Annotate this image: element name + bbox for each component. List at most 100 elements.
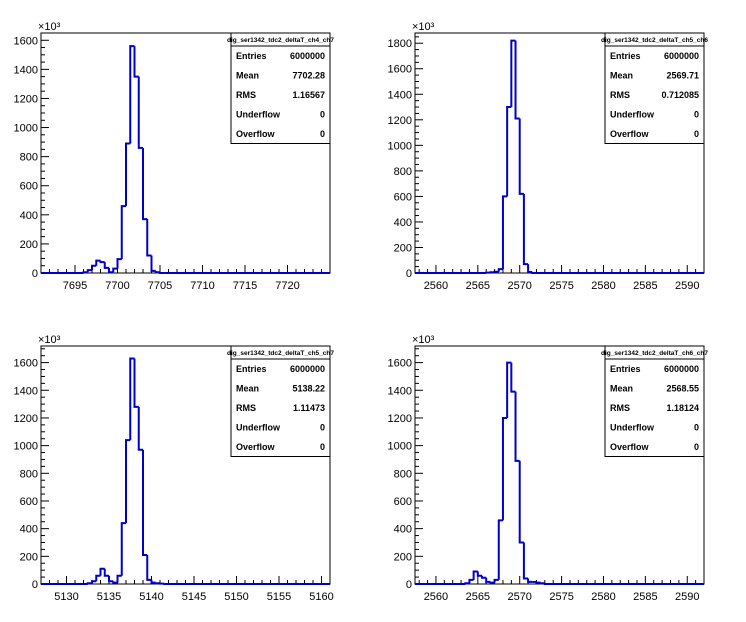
histogram-bin (514, 391, 520, 462)
stats-box-frame (604, 345, 705, 457)
histogram-bin (518, 118, 524, 195)
y-multiplier-label: ×10³ (412, 21, 435, 33)
stats-label: Entries (610, 364, 641, 374)
stats-value: 0 (320, 110, 325, 120)
x-tick-label: 5155 (267, 591, 291, 603)
histogram-bin (522, 193, 529, 266)
y-tick-label: 800 (20, 468, 38, 480)
stats-label: Underflow (236, 423, 281, 433)
histogram-bin (535, 581, 541, 584)
stats-box-frame (604, 32, 705, 144)
histogram-bin (150, 255, 156, 272)
y-tick-label: 1600 (14, 358, 38, 370)
histogram-bin (116, 574, 122, 583)
y-tick-label: 600 (20, 496, 38, 508)
histogram-bin (103, 568, 109, 577)
stats-label: Mean (610, 384, 633, 394)
x-tick-label: 7695 (63, 280, 87, 292)
histogram-bin (468, 578, 474, 584)
histogram-bin (510, 39, 516, 108)
stats-box-frame (230, 345, 331, 457)
histogram-bin (82, 271, 88, 274)
stats-value: 6000000 (290, 364, 325, 374)
histogram-bin (543, 583, 550, 585)
histogram-bin (86, 582, 92, 585)
y-tick-label: 1000 (14, 123, 38, 135)
y-tick-label: 1000 (388, 441, 412, 453)
stats-value: 7702.28 (292, 71, 325, 81)
stats-title: dig_ser1342_tdc2_deltaT_ch4_ch7 (227, 37, 334, 44)
y-tick-label: 1200 (388, 413, 412, 425)
stats-label: Mean (236, 384, 259, 394)
histogram-bin (159, 272, 165, 274)
histogram-bin (129, 45, 135, 144)
histogram-bin (489, 581, 495, 584)
histogram-series (41, 45, 330, 274)
y-tick-label: 1600 (388, 358, 412, 370)
stats-value: 0 (694, 442, 699, 452)
histogram-bin (501, 195, 508, 270)
x-tick-label: 2565 (466, 280, 490, 292)
stats-title: dig_ser1342_tdc2_deltaT_ch5_ch7 (227, 350, 334, 357)
histogram-bin (497, 268, 503, 272)
stats-value: 0 (320, 423, 325, 433)
histogram-series (415, 361, 704, 585)
histogram-bin (95, 574, 101, 582)
histogram-bin (91, 264, 97, 271)
x-tick-label: 7710 (190, 280, 214, 292)
histogram-bin (120, 205, 126, 260)
y-tick-label: 1400 (388, 89, 412, 101)
y-tick-label: 400 (394, 217, 412, 229)
y-multiplier-label: ×10³ (38, 334, 61, 346)
y-tick-label: 0 (406, 579, 412, 591)
y-tick-label: 800 (20, 152, 38, 164)
stats-box: dig_ser1342_tdc2_deltaT_ch4_ch7 Entries 60… (227, 32, 334, 144)
histogram-bin (125, 142, 131, 207)
histogram-bin (527, 578, 533, 583)
stats-label: Underflow (236, 110, 281, 120)
histogram-bin (142, 449, 148, 556)
histogram-bin (150, 579, 156, 584)
histogram-bin (497, 519, 503, 580)
stats-label: RMS (236, 403, 256, 413)
stats-value: 0 (320, 442, 325, 452)
x-tick-label: 5130 (54, 591, 78, 603)
stats-label: Mean (610, 71, 633, 81)
stats-title: dig_ser1342_tdc2_deltaT_ch6_ch7 (601, 350, 708, 357)
stats-label: Mean (236, 71, 259, 81)
x-tick-label: 2560 (424, 280, 448, 292)
y-tick-label: 1600 (388, 64, 412, 76)
stats-value: 1.16567 (292, 90, 325, 100)
stats-box: dig_ser1342_tdc2_deltaT_ch5_ch7 Entries 60… (227, 345, 334, 457)
histogram-bin (493, 270, 499, 273)
y-tick-label: 800 (394, 468, 412, 480)
x-tick-label: 2575 (549, 280, 573, 292)
histogram-bin (137, 406, 143, 451)
y-tick-label: 1200 (14, 93, 38, 105)
x-tick-label: 2570 (507, 280, 531, 292)
x-tick-label: 7705 (148, 280, 172, 292)
histogram-series (41, 357, 330, 585)
stats-value: 0 (320, 129, 325, 139)
stats-label: RMS (236, 90, 256, 100)
stats-label: Overflow (236, 129, 276, 139)
histogram-bin (514, 40, 520, 120)
stats-label: Entries (236, 51, 267, 61)
histogram-bin (108, 267, 114, 274)
stats-value: 2568.55 (666, 384, 699, 394)
x-tick-label: 7720 (275, 280, 299, 292)
y-tick-label: 400 (394, 524, 412, 536)
y-tick-label: 1400 (388, 385, 412, 397)
stats-value: 1.18124 (666, 403, 699, 413)
y-tick-label: 1200 (388, 115, 412, 127)
y-tick-label: 1000 (388, 140, 412, 152)
histogram-bin (125, 439, 131, 524)
x-tick-label: 2585 (633, 280, 657, 292)
stats-box: dig_ser1342_tdc2_deltaT_ch5_ch6 Entries 60… (601, 32, 708, 144)
histogram-panel-1: 0 200 400 600 800 1000 1200 1400 1600 7695 7700 770… (14, 21, 335, 292)
stats-value: 0 (694, 423, 699, 433)
histogram-panel-4: 0 200 400 600 800 1000 1200 1400 1600 2560 2565 257… (388, 334, 709, 603)
histogram-bin (133, 46, 139, 78)
y-tick-label: 200 (394, 242, 412, 254)
